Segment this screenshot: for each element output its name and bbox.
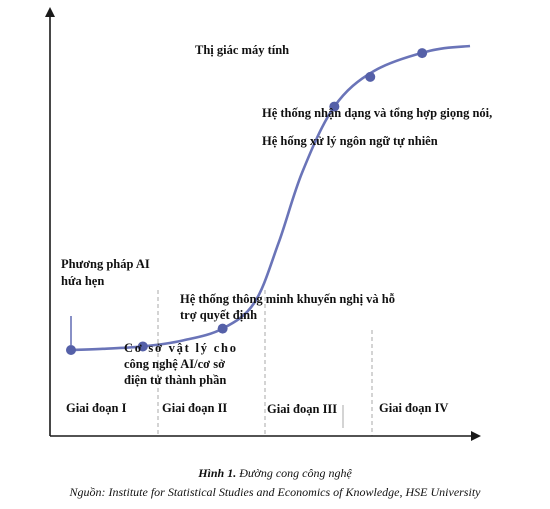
phase-label-1: Giai đoạn I [66,401,127,415]
label-smart-systems-line-1: Hệ thống thông minh khuyến nghị và hỗ [180,292,395,306]
milestone-point-4 [329,101,340,112]
milestone-point-5 [365,71,376,82]
label-speech-line-1: Hệ thống nhận dạng và tổng hợp giọng nói… [262,106,492,120]
phase-label-3: Giai đoạn III [267,402,337,416]
label-infrastructure-line-2: công nghệ AI/cơ sở [124,357,225,371]
label-infrastructure-line-3: điện tử thành phần [124,373,226,387]
phase-label-4: Giai đoạn IV [379,401,448,415]
milestone-markers [66,48,428,355]
figure-source: Nguồn: Institute for Statistical Studies… [69,485,481,499]
figure-title: Đường cong công nghệ [239,466,352,480]
figure-caption: Hình 1. Đường cong công nghệ [0,466,550,481]
figure-label: Hình 1. [198,466,237,480]
label-infrastructure-line-1: Cơ sở vật lý cho [124,341,236,355]
label-speech-line-2: Hệ hống xử lý ngôn ngữ tự nhiên [262,134,438,148]
label-computer-vision: Thị giác máy tính [195,43,289,57]
milestone-point-6 [417,48,428,59]
label-ai-promise-line-2: hứa hẹn [61,274,104,288]
milestone-point-3 [217,323,228,334]
milestone-point-2 [137,341,148,352]
label-ai-promise-line-1: Phương pháp AI [61,257,150,271]
label-smart-systems-line-2: trợ quyết định [180,308,257,322]
phase-label-2: Giai đoạn II [162,401,227,415]
milestone-point-1 [66,345,76,355]
